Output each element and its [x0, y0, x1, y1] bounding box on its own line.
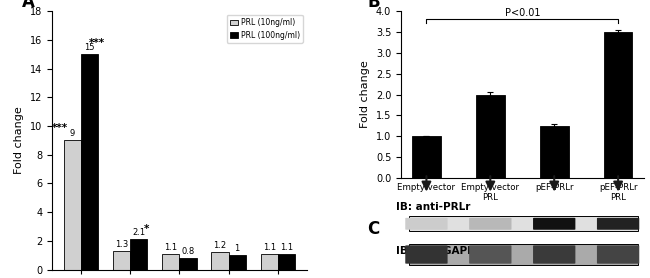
Text: 1.1: 1.1: [280, 243, 293, 252]
Bar: [64, 140, 81, 270]
FancyBboxPatch shape: [597, 245, 639, 264]
Bar: [410, 217, 638, 231]
FancyBboxPatch shape: [405, 245, 448, 264]
Bar: [229, 255, 246, 270]
Text: IB: anti-GAPDH: IB: anti-GAPDH: [396, 246, 485, 256]
Text: P<0.01: P<0.01: [504, 8, 540, 18]
Text: C: C: [367, 220, 380, 238]
Bar: [412, 136, 441, 178]
Bar: [81, 54, 98, 270]
Text: 0.8: 0.8: [181, 247, 194, 256]
FancyBboxPatch shape: [533, 218, 575, 230]
Bar: [278, 254, 295, 270]
Text: ***: ***: [89, 38, 105, 48]
Text: 9: 9: [70, 129, 75, 138]
Text: 1: 1: [235, 244, 240, 253]
Bar: [113, 251, 130, 270]
Text: *: *: [144, 224, 149, 234]
Text: B: B: [367, 0, 380, 11]
Bar: [410, 244, 638, 265]
Text: 1.1: 1.1: [263, 243, 276, 252]
Text: 2.1: 2.1: [132, 228, 145, 237]
Text: IB: anti-PRLr: IB: anti-PRLr: [396, 202, 471, 212]
Text: 15: 15: [84, 43, 95, 52]
Bar: [130, 239, 148, 270]
FancyBboxPatch shape: [405, 218, 448, 230]
Text: A: A: [21, 0, 34, 11]
Text: ***: ***: [52, 123, 68, 133]
Bar: [540, 126, 569, 178]
FancyBboxPatch shape: [597, 218, 639, 230]
Bar: [179, 258, 196, 270]
Y-axis label: Fold change: Fold change: [360, 61, 370, 128]
Y-axis label: Fold change: Fold change: [14, 106, 24, 174]
Legend: PRL (10ng/ml), PRL (100ng/ml): PRL (10ng/ml), PRL (100ng/ml): [227, 15, 303, 43]
FancyBboxPatch shape: [469, 245, 512, 264]
Text: 1.2: 1.2: [213, 241, 226, 250]
Bar: [261, 254, 278, 270]
FancyBboxPatch shape: [533, 245, 575, 264]
FancyBboxPatch shape: [469, 218, 512, 230]
Text: 1.1: 1.1: [164, 243, 177, 252]
Bar: [476, 95, 504, 178]
Bar: [604, 32, 632, 178]
Bar: [162, 254, 179, 270]
Bar: [211, 252, 229, 270]
Text: 1.3: 1.3: [115, 240, 128, 249]
